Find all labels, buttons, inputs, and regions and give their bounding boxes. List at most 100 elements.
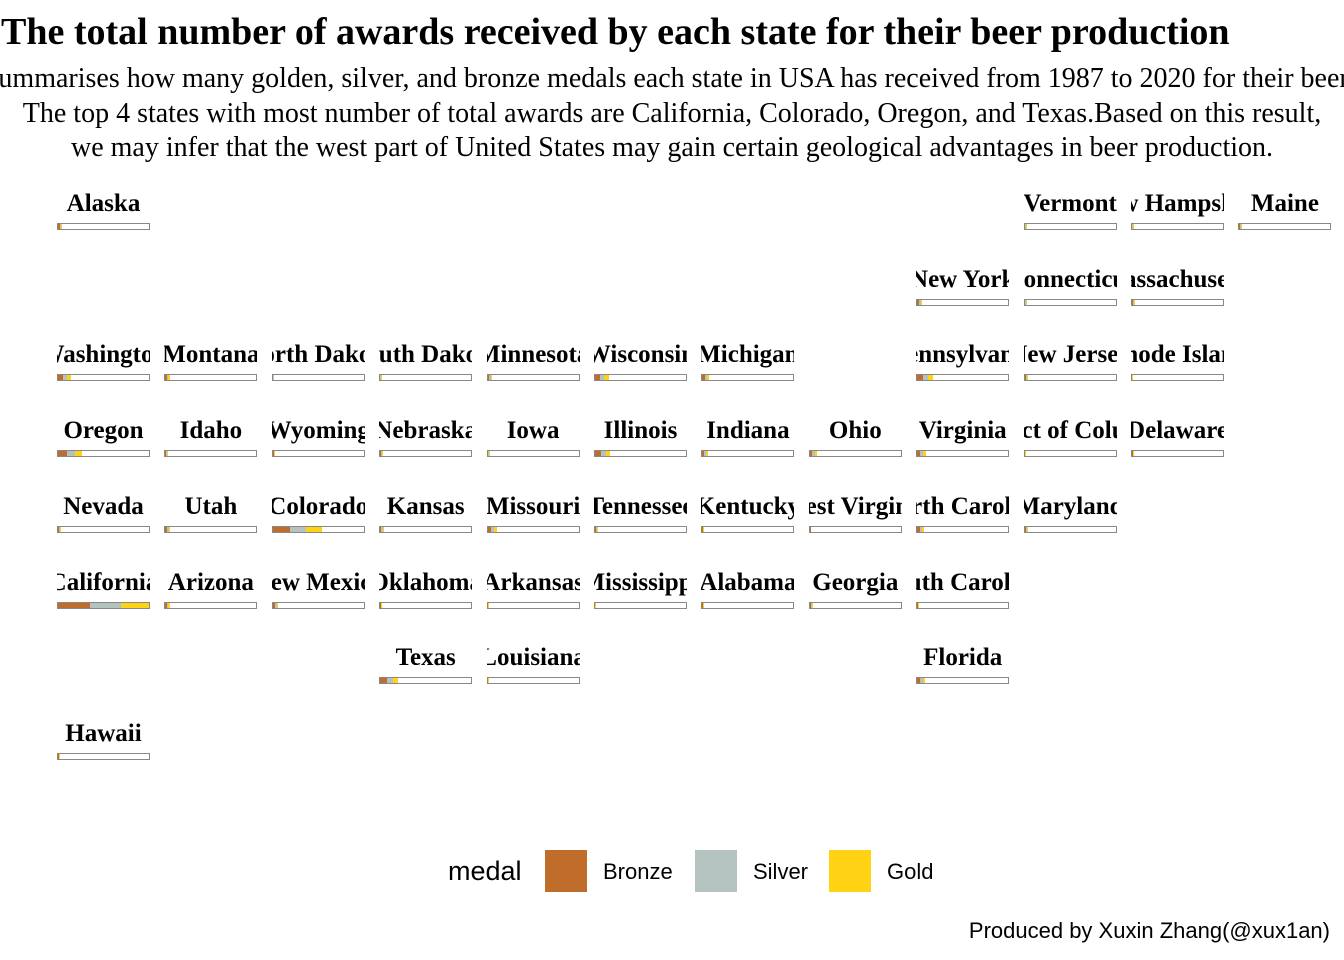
state-bar-district-of-columbia (1023, 450, 1117, 458)
bar-segment-silver (489, 375, 491, 381)
bar-segment-bronze (272, 451, 274, 457)
bar-segment-bronze (272, 602, 275, 608)
state-label-text: Massachusetts (1131, 265, 1224, 293)
bar-segment-gold (604, 375, 609, 381)
state-label-text: Florida (923, 644, 1003, 672)
state-label-text: Colorado (271, 492, 365, 520)
state-label-text: Washington (57, 341, 150, 369)
bar-segment-silver (919, 678, 923, 684)
bar-segment-gold (920, 299, 922, 305)
bar-segment-gold (707, 375, 710, 381)
state-label-text: Georgia (812, 568, 899, 596)
state-label-illinois: Illinois (594, 417, 687, 445)
state-label-montana: Montana (164, 341, 257, 369)
state-bar-michigan (701, 374, 795, 382)
state-bar-wisconsin (594, 374, 687, 382)
bar-segment-bronze (380, 451, 381, 457)
state-label-text: Kansas (386, 492, 465, 520)
state-label-utah: Utah (164, 493, 257, 521)
state-bar-alaska (57, 223, 150, 230)
state-cell-tennessee: Tennessee (594, 493, 687, 533)
state-cell-virginia: Virginia (916, 417, 1010, 458)
state-label-text: Indiana (706, 417, 790, 445)
bar-segment-silver (166, 375, 169, 381)
bar-segment-gold (120, 602, 149, 608)
state-cell-new-hampshire: New Hampshire (1131, 190, 1224, 230)
bar-segment-bronze (917, 299, 919, 305)
bar-segment-silver (290, 526, 307, 532)
state-cell-north-carolina: North Carolina (916, 493, 1010, 533)
state-cell-california: California (57, 569, 150, 609)
state-label-text: Maine (1250, 190, 1319, 217)
state-cell-missouri: Missouri (486, 493, 580, 533)
bar-segment-bronze (58, 451, 67, 457)
state-bar-massachusetts (1131, 298, 1224, 306)
state-bar-pennsylvania (916, 374, 1010, 382)
bar-segment-gold (306, 526, 322, 532)
state-label-text: Virginia (918, 417, 1007, 445)
state-cell-massachusetts: Massachusetts (1131, 266, 1224, 306)
state-bar-kentucky (701, 525, 795, 533)
state-bar-tennessee (594, 525, 687, 533)
state-label-kansas: Kansas (379, 493, 472, 521)
state-bar-ohio (808, 450, 902, 458)
state-bar-georgia (808, 601, 902, 609)
bar-segment-bronze (58, 753, 59, 759)
caption: Produced by Xuxin Zhang(@xux1an) (968, 918, 1330, 943)
state-bar-nebraska (379, 450, 473, 458)
state-bar-south-dakota (379, 374, 473, 382)
chart-title-text: The total number of awards received by e… (1, 11, 1230, 53)
bar-segment-silver (274, 602, 277, 608)
state-label-text: Maryland (1023, 492, 1117, 520)
bar-segment-silver (600, 451, 606, 457)
bar-segment-silver (66, 451, 75, 457)
state-label-iowa: Iowa (487, 417, 580, 445)
state-label-mississippi: Mississippi (594, 569, 687, 597)
bar-segment-silver (380, 451, 382, 457)
state-label-text: Connecticut (1023, 265, 1117, 293)
state-bar-texas (379, 677, 473, 685)
bar-segment-gold (596, 526, 598, 532)
state-label-colorado: Colorado (272, 493, 365, 521)
state-label-text: Delaware (1131, 417, 1224, 445)
bar-segment-gold (168, 602, 170, 608)
bar-segment-silver (1025, 224, 1027, 229)
bar-segment-gold (382, 526, 384, 532)
bar-segment-bronze (487, 526, 492, 532)
state-cell-minnesota: Minnesota (486, 341, 580, 382)
bar-segment-gold (605, 451, 611, 457)
state-label-text: Oklahoma (379, 568, 472, 596)
state-label-text: Mississippi (594, 568, 687, 596)
state-label-arizona: Arizona (164, 569, 257, 597)
bar-segment-gold (922, 526, 925, 532)
state-label-text: Nebraska (379, 417, 473, 445)
state-label-text: Wisconsin (594, 341, 687, 369)
bar-segment-silver (918, 299, 921, 305)
state-cell-alabama: Alabama (701, 569, 795, 609)
state-cell-alaska: Alaska (57, 190, 150, 230)
state-cell-nevada: Nevada (57, 493, 150, 533)
state-cell-maine: Maine (1238, 190, 1332, 230)
state-cell-colorado: Colorado (271, 493, 365, 533)
state-label-wyoming: Wyoming (272, 417, 365, 445)
state-label-florida: Florida (916, 644, 1009, 672)
bar-segment-silver (704, 375, 708, 381)
state-label-text: Utah (184, 492, 238, 520)
state-cell-wyoming: Wyoming (271, 417, 365, 458)
bar-segment-bronze (702, 375, 705, 381)
bar-segment-gold (1026, 375, 1028, 381)
state-bar-maine (1238, 223, 1332, 230)
state-cell-louisiana: Louisiana (486, 644, 580, 685)
bar-segment-bronze (380, 678, 387, 684)
state-cell-mississippi: Mississippi (594, 569, 687, 609)
state-bar-arkansas (486, 601, 580, 609)
bar-segment-silver (166, 602, 169, 608)
state-label-text: Louisiana (486, 644, 580, 672)
state-label-rhode-island: Rhode Island (1131, 341, 1224, 369)
bar-segment-bronze (58, 602, 91, 608)
state-bar-south-carolina (916, 601, 1010, 609)
state-bar-florida (916, 677, 1010, 685)
state-cell-indiana: Indiana (701, 417, 795, 458)
state-bar-virginia (916, 450, 1010, 458)
bar-segment-bronze (1024, 224, 1026, 229)
